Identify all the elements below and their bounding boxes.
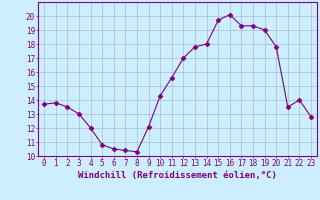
X-axis label: Windchill (Refroidissement éolien,°C): Windchill (Refroidissement éolien,°C) <box>78 171 277 180</box>
